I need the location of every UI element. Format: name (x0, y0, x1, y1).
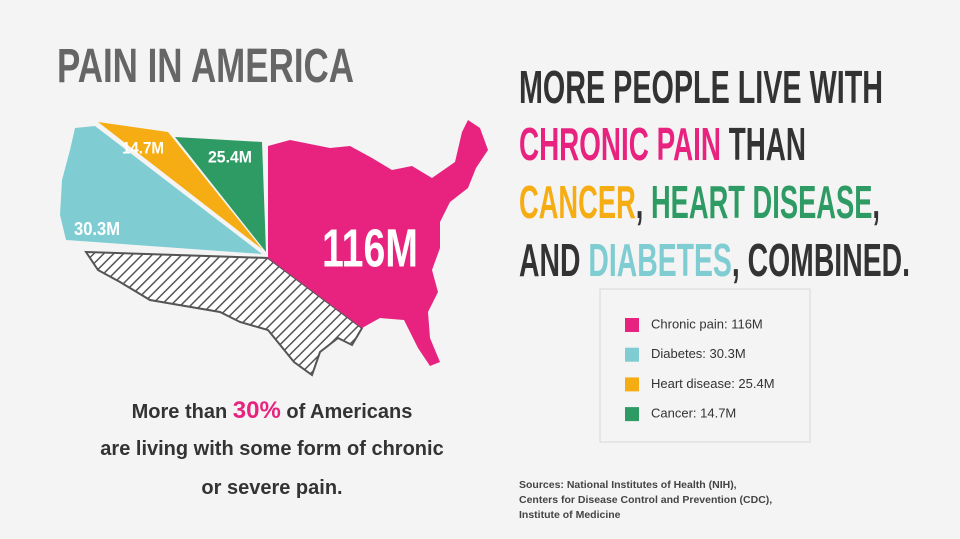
headline-segment: , COMBINED. (732, 234, 910, 286)
statement-segment: More than (132, 401, 233, 423)
map-hatched (84, 250, 364, 377)
map-label: 14.7M (122, 138, 164, 157)
map-region (175, 137, 266, 252)
map-region (60, 126, 262, 254)
legend-label: Heart disease: 25.4M (651, 376, 775, 391)
source-line: Sources: National Institutes of Health (… (519, 479, 737, 491)
headline-segment: CHRONIC PAIN (519, 118, 721, 170)
map-label: 116M (322, 218, 418, 278)
statement-segment: 30% (233, 397, 281, 424)
map-label: 30.3M (74, 219, 120, 239)
legend-label: Chronic pain: 116M (651, 316, 763, 331)
map-region (98, 122, 262, 249)
statement-segment: of Americans (281, 401, 413, 423)
headline-segment: AND (519, 234, 588, 286)
source-line: Institute of Medicine (519, 509, 621, 521)
headline-line: MORE PEOPLE LIVE WITH (519, 61, 883, 113)
source-line: Centers for Disease Control and Preventi… (519, 494, 772, 506)
legend-swatch (625, 347, 639, 362)
page-title: PAIN IN AMERICA (57, 40, 354, 93)
headline-segment: DIABETES (588, 234, 731, 286)
headline-segment: , (636, 176, 651, 228)
legend-swatch (625, 377, 639, 392)
statement-line: or severe pain. (201, 477, 342, 499)
headline-segment: THAN (721, 118, 806, 170)
map-label: 25.4M (208, 147, 252, 166)
headline-segment: HEART DISEASE (651, 176, 872, 228)
statement-segment: or severe pain. (201, 477, 342, 499)
headline-segment: CANCER (519, 176, 636, 228)
statement-segment: are living with some form of chronic (100, 438, 443, 460)
headline-line: CANCER, HEART DISEASE, (519, 176, 880, 228)
headline-segment: , (872, 176, 880, 228)
legend-label: Diabetes: 30.3M (651, 346, 746, 361)
legend-swatch (625, 318, 639, 332)
statement-line: are living with some form of chronic (100, 438, 443, 460)
statement-line: More than 30% of Americans (132, 397, 413, 424)
headline-segment: MORE PEOPLE LIVE WITH (519, 61, 883, 113)
legend-swatch (625, 407, 639, 422)
headline-line: CHRONIC PAIN THAN (519, 118, 806, 170)
headline-line: AND DIABETES, COMBINED. (519, 234, 910, 286)
map-region (268, 120, 488, 366)
legend-label: Cancer: 14.7M (651, 406, 736, 421)
